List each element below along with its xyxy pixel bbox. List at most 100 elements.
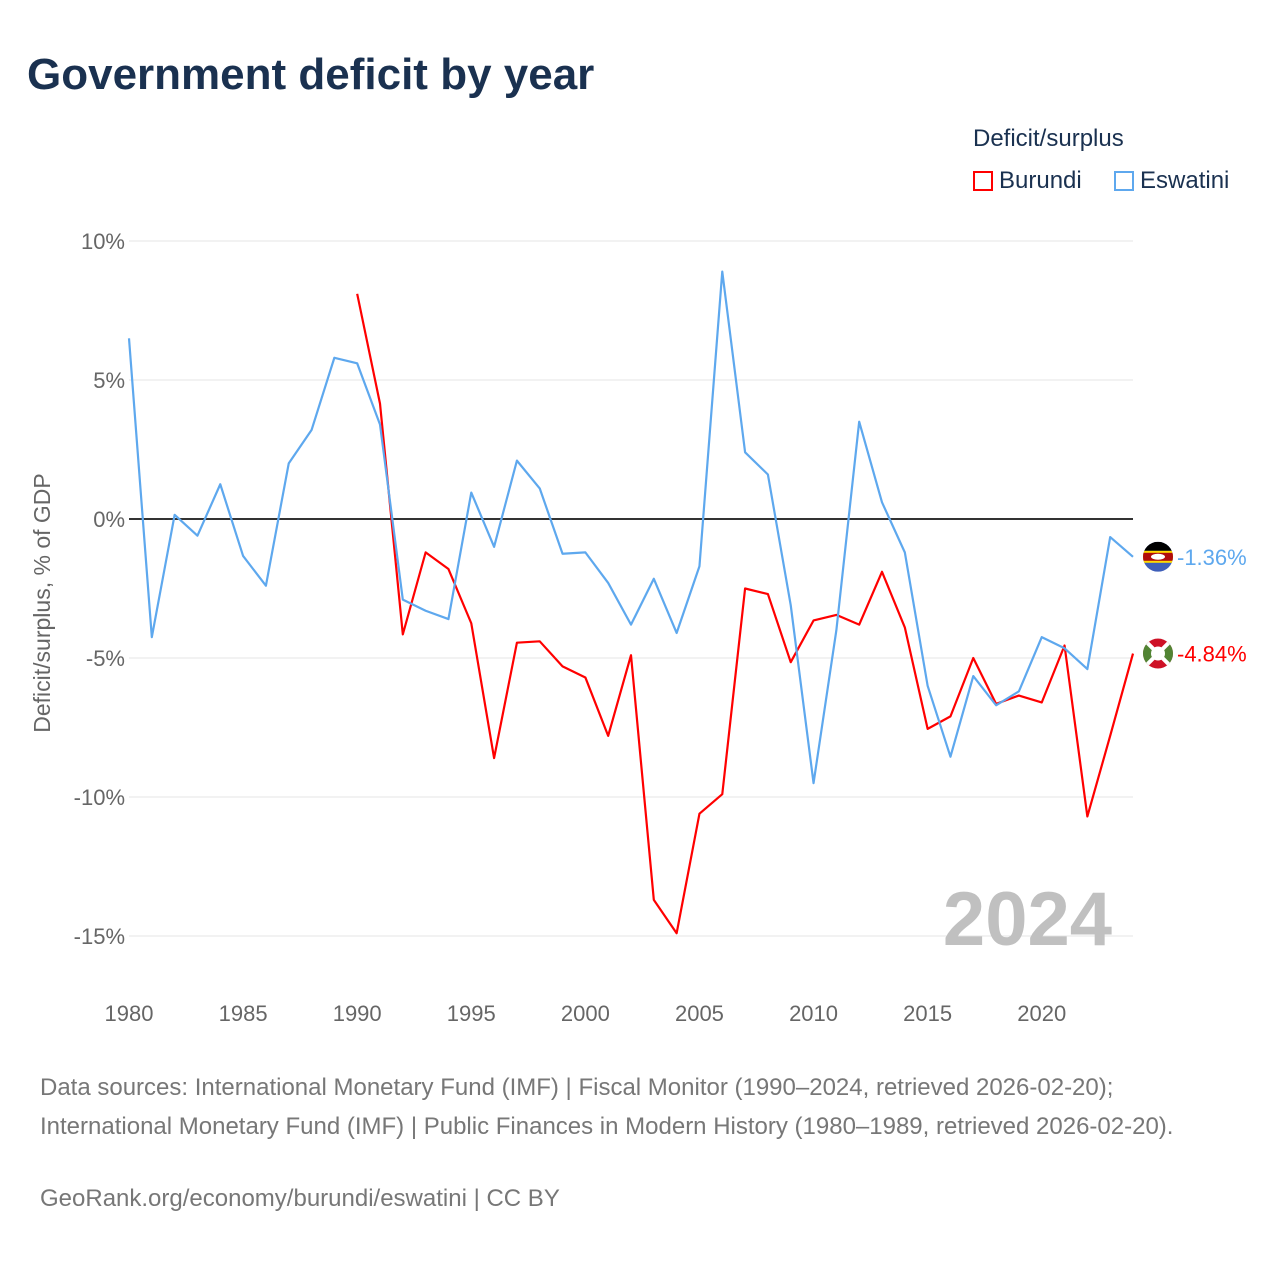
- data-point: [468, 490, 474, 496]
- y-axis-label: Deficit/surplus, % of GDP: [29, 473, 55, 732]
- data-point: [696, 563, 702, 569]
- data-point: [1016, 688, 1022, 694]
- data-point: [970, 673, 976, 679]
- data-point: [811, 780, 817, 786]
- data-point: [719, 269, 725, 275]
- data-point: [788, 602, 794, 608]
- legend-item-eswatini[interactable]: Eswatini: [1114, 167, 1229, 195]
- data-point: [651, 576, 657, 582]
- data-point: [400, 597, 406, 603]
- data-point: [537, 638, 543, 644]
- data-point: [445, 566, 451, 572]
- data-point: [1084, 666, 1090, 672]
- flag-shield: [1151, 553, 1165, 560]
- data-point: [811, 617, 817, 623]
- data-point: [377, 401, 383, 407]
- data-point: [1084, 813, 1090, 819]
- data-point: [217, 481, 223, 487]
- y-tick-label: -10%: [74, 785, 125, 810]
- data-point: [856, 419, 862, 425]
- legend-swatch-burundi: [973, 171, 993, 191]
- data-point: [514, 640, 520, 646]
- line-chart: 10% 5% 0% -5% -10% -15% 1980 1985 1990 1995 2000 20…: [29, 229, 1247, 1026]
- x-tick-label: 2010: [789, 1001, 838, 1026]
- data-point: [423, 549, 429, 555]
- data-point: [765, 472, 771, 478]
- flag-band: [1143, 638, 1158, 669]
- data-point: [126, 335, 132, 341]
- chart-title: Government deficit by year: [27, 50, 595, 99]
- y-tick-label: 0%: [93, 507, 125, 532]
- data-point: [1039, 634, 1045, 640]
- x-tick-label: 1995: [447, 1001, 496, 1026]
- data-point: [993, 702, 999, 708]
- data-point: [491, 544, 497, 550]
- data-point: [445, 616, 451, 622]
- data-point: [1130, 554, 1136, 560]
- data-point: [628, 652, 634, 658]
- data-point: [560, 551, 566, 557]
- x-tick-label: 2020: [1017, 1001, 1066, 1026]
- data-point: [582, 674, 588, 680]
- legend-swatch-eswatini: [1114, 171, 1134, 191]
- data-point: [537, 485, 543, 491]
- data-point: [1107, 534, 1113, 540]
- data-point: [902, 549, 908, 555]
- flag-icon-eswatini: [1143, 541, 1173, 572]
- data-point: [628, 622, 634, 628]
- year-watermark: 2024: [943, 877, 1112, 962]
- legend-label: Burundi: [999, 167, 1082, 194]
- data-point: [970, 655, 976, 661]
- data-point: [605, 733, 611, 739]
- data-point: [674, 930, 680, 936]
- flag-band: [1143, 541, 1173, 551]
- data-sources: Data sources: International Monetary Fun…: [40, 1074, 1174, 1140]
- data-point: [674, 630, 680, 636]
- end-value-label: -4.84%: [1177, 642, 1247, 667]
- series-line-eswatini: [127, 270, 1134, 785]
- legend-label: Eswatini: [1140, 167, 1230, 194]
- y-tick-label: -5%: [86, 646, 125, 671]
- data-point: [947, 754, 953, 760]
- data-point: [1130, 651, 1136, 657]
- flag-body: [1143, 638, 1173, 669]
- x-tick-label: 1980: [105, 1001, 154, 1026]
- data-point: [833, 627, 839, 633]
- legend-title: Deficit/surplus: [973, 125, 1124, 152]
- data-point: [879, 569, 885, 575]
- data-point: [491, 755, 497, 761]
- data-point: [947, 713, 953, 719]
- data-point: [582, 549, 588, 555]
- x-tick-label: 2000: [561, 1001, 610, 1026]
- data-point: [263, 583, 269, 589]
- y-tick-label: 10%: [81, 229, 125, 254]
- x-tick-label: 2015: [903, 1001, 952, 1026]
- data-point: [1062, 645, 1068, 651]
- data-point: [925, 726, 931, 732]
- data-point: [651, 897, 657, 903]
- data-point: [742, 586, 748, 592]
- credit-link[interactable]: GeoRank.org/economy/burundi/eswatini | C…: [40, 1185, 560, 1212]
- y-tick-label: 5%: [93, 368, 125, 393]
- data-point: [354, 291, 360, 297]
- data-point: [240, 553, 246, 559]
- data-point: [286, 460, 292, 466]
- x-tick-label: 2005: [675, 1001, 724, 1026]
- data-point: [719, 791, 725, 797]
- data-point: [788, 659, 794, 665]
- flag-band: [1158, 638, 1173, 669]
- data-point: [423, 608, 429, 614]
- data-point: [742, 449, 748, 455]
- legend-item-burundi[interactable]: Burundi: [973, 167, 1082, 195]
- data-point: [605, 580, 611, 586]
- data-point: [377, 421, 383, 427]
- data-point: [560, 663, 566, 669]
- flag-body: [1143, 541, 1173, 572]
- data-point: [1039, 699, 1045, 705]
- data-point: [925, 683, 931, 689]
- data-point: [172, 512, 178, 518]
- y-tick-label: -15%: [74, 924, 125, 949]
- x-tick-label: 1985: [219, 1001, 268, 1026]
- data-point: [879, 499, 885, 505]
